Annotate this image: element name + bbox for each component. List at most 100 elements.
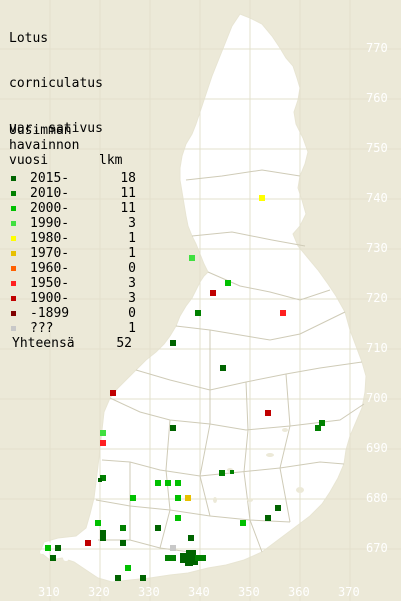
legend-total-count: 52 xyxy=(116,336,132,351)
observation-point xyxy=(100,530,106,536)
observation-point xyxy=(188,535,194,541)
observation-point xyxy=(155,480,161,486)
y-tick-label: 750 xyxy=(366,141,388,155)
legend-item-label: -1899 xyxy=(30,306,70,321)
observation-point xyxy=(95,520,101,526)
legend-swatch xyxy=(11,266,16,271)
legend-swatch xyxy=(11,191,16,196)
observation-point xyxy=(225,280,231,286)
observation-point xyxy=(259,195,265,201)
observation-point xyxy=(185,495,191,501)
legend-header-line-3: vuosi xyxy=(9,153,49,168)
legend-count-header: lkm xyxy=(99,153,123,168)
legend-item-count: 11 xyxy=(120,201,136,216)
observation-point xyxy=(115,575,121,581)
observation-point xyxy=(125,565,131,571)
observation-point xyxy=(210,290,216,296)
legend-header: Uusimman havainnon vuosi lkm xyxy=(9,123,122,168)
legend-total-label: Yhteensä xyxy=(12,336,75,351)
title-line-1: Lotus xyxy=(9,31,49,46)
x-tick-label: 320 xyxy=(88,585,110,599)
x-tick-label: 330 xyxy=(138,585,160,599)
x-tick-label: 350 xyxy=(238,585,260,599)
map-title: Lotus corniculatus var. sativus xyxy=(9,1,103,151)
observation-point xyxy=(175,495,181,501)
legend-header-line-2: havainnon xyxy=(9,138,80,153)
observation-point xyxy=(195,310,201,316)
legend-item-count: 18 xyxy=(120,171,136,186)
observation-point xyxy=(170,340,176,346)
observations xyxy=(45,195,325,581)
legend-item-label: 1960- xyxy=(30,261,70,276)
title-line-2: corniculatus xyxy=(9,76,103,91)
observation-point xyxy=(186,550,196,560)
observation-point xyxy=(155,525,161,531)
legend-swatch xyxy=(11,281,16,286)
y-tick-label: 670 xyxy=(366,541,388,555)
y-tick-label: 730 xyxy=(366,241,388,255)
observation-point xyxy=(130,495,136,501)
observation-point xyxy=(100,430,106,436)
y-tick-label: 770 xyxy=(366,41,388,55)
legend-header-line-1: Uusimman xyxy=(9,123,72,138)
legend-swatch xyxy=(11,221,16,226)
observation-point xyxy=(230,470,234,474)
legend-swatch xyxy=(11,326,16,331)
title-line-3: var. sativus xyxy=(9,121,103,136)
observation-point xyxy=(170,545,176,551)
legend-item-label: 1900- xyxy=(30,291,70,306)
legend-item-label: 1970- xyxy=(30,246,70,261)
x-tick-label: 360 xyxy=(288,585,310,599)
observation-point xyxy=(319,420,325,426)
y-tick-label: 740 xyxy=(366,191,388,205)
observation-point xyxy=(165,480,171,486)
legend-header-line-3-row: vuosi lkm xyxy=(9,153,122,168)
legend-item-label: 1990- xyxy=(30,216,70,231)
finland-land xyxy=(39,13,367,583)
legend-swatch xyxy=(11,311,16,316)
observation-point xyxy=(220,365,226,371)
observation-point xyxy=(85,540,91,546)
observation-point xyxy=(98,478,102,482)
observation-point xyxy=(219,470,225,476)
legend-swatch xyxy=(11,236,16,241)
observation-point xyxy=(265,410,271,416)
legend-item-label: 1950- xyxy=(30,276,70,291)
legend-item-label: ??? xyxy=(30,321,54,336)
observation-point xyxy=(185,560,193,566)
y-tick-label: 760 xyxy=(366,91,388,105)
x-tick-label: 310 xyxy=(38,585,60,599)
x-tick-label: 340 xyxy=(188,585,210,599)
legend-item-count: 0 xyxy=(128,306,136,321)
observation-point xyxy=(100,440,106,446)
x-tick-label: 370 xyxy=(338,585,360,599)
legend-swatch xyxy=(11,176,16,181)
observation-point xyxy=(55,545,61,551)
observation-point xyxy=(190,557,198,565)
observation-point xyxy=(240,520,246,526)
legend-swatch xyxy=(11,206,16,211)
legend-item-count: 1 xyxy=(128,321,136,336)
y-tick-label: 690 xyxy=(366,441,388,455)
legend-item-count: 3 xyxy=(128,291,136,306)
y-tick-label: 710 xyxy=(366,341,388,355)
observation-point xyxy=(50,555,56,561)
legend-item-label: 2010- xyxy=(30,186,70,201)
y-tick-label: 700 xyxy=(366,391,388,405)
region-borders xyxy=(95,169,365,553)
observation-point xyxy=(175,480,181,486)
observation-point xyxy=(110,390,116,396)
legend-item-label: 1980- xyxy=(30,231,70,246)
legend-item-count: 11 xyxy=(120,186,136,201)
legend-item-label: 2015- xyxy=(30,171,70,186)
legend-total: Yhteensä 52 xyxy=(12,336,132,351)
legend-swatch xyxy=(11,251,16,256)
y-tick-label: 720 xyxy=(366,291,388,305)
legend-item-count: 3 xyxy=(128,216,136,231)
legend-swatch xyxy=(11,296,16,301)
observation-point xyxy=(120,525,126,531)
observation-point xyxy=(120,540,126,546)
observation-point xyxy=(165,555,171,561)
y-tick-label: 680 xyxy=(366,491,388,505)
